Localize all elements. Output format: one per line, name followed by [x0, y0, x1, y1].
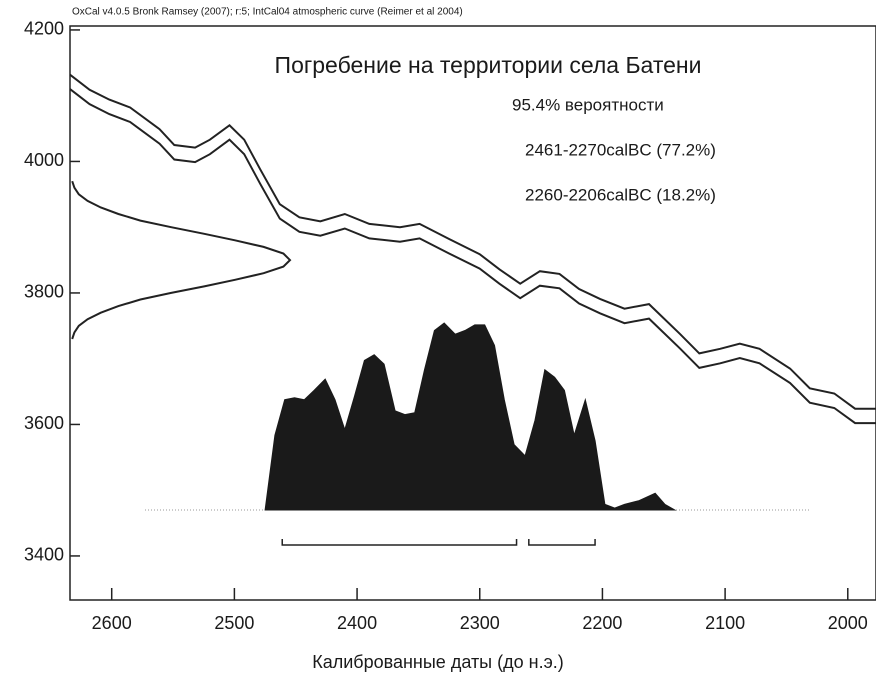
x-tick-label: 2300 [460, 613, 500, 633]
header: OxCal v4.0.5 Bronk Ramsey (2007); r:5; I… [72, 7, 463, 18]
y-tick-label: 4200 [24, 19, 64, 39]
probability-label: 95.4% вероятности [512, 95, 664, 114]
calibration-curve [69, 88, 876, 425]
x-axis-label: Калиброванные даты (до н.э.) [312, 652, 564, 672]
plot-frame [69, 25, 876, 601]
x-tick-label: 2200 [582, 613, 622, 633]
radiocarbon-distribution [71, 180, 292, 340]
range-label: 2461-2270calBC (77.2%) [525, 140, 716, 159]
range-label: 2260-2206calBC (18.2%) [525, 185, 716, 204]
calibration-curve [69, 73, 876, 410]
chart-title: Погребение на территории села Батени [275, 52, 702, 78]
range-bracket [281, 539, 518, 546]
x-tick-label: 2100 [705, 613, 745, 633]
y-tick-label: 4000 [24, 150, 64, 170]
y-tick-label: 3400 [24, 545, 64, 565]
x-tick-label: 2000 [828, 613, 868, 633]
posterior-distribution [264, 322, 677, 511]
x-tick-label: 2500 [214, 613, 254, 633]
y-tick-label: 3600 [24, 413, 64, 433]
x-tick-label: 2400 [337, 613, 377, 633]
range-bracket [528, 539, 596, 546]
x-tick-label: 2600 [92, 613, 132, 633]
y-tick-label: 3800 [24, 282, 64, 302]
